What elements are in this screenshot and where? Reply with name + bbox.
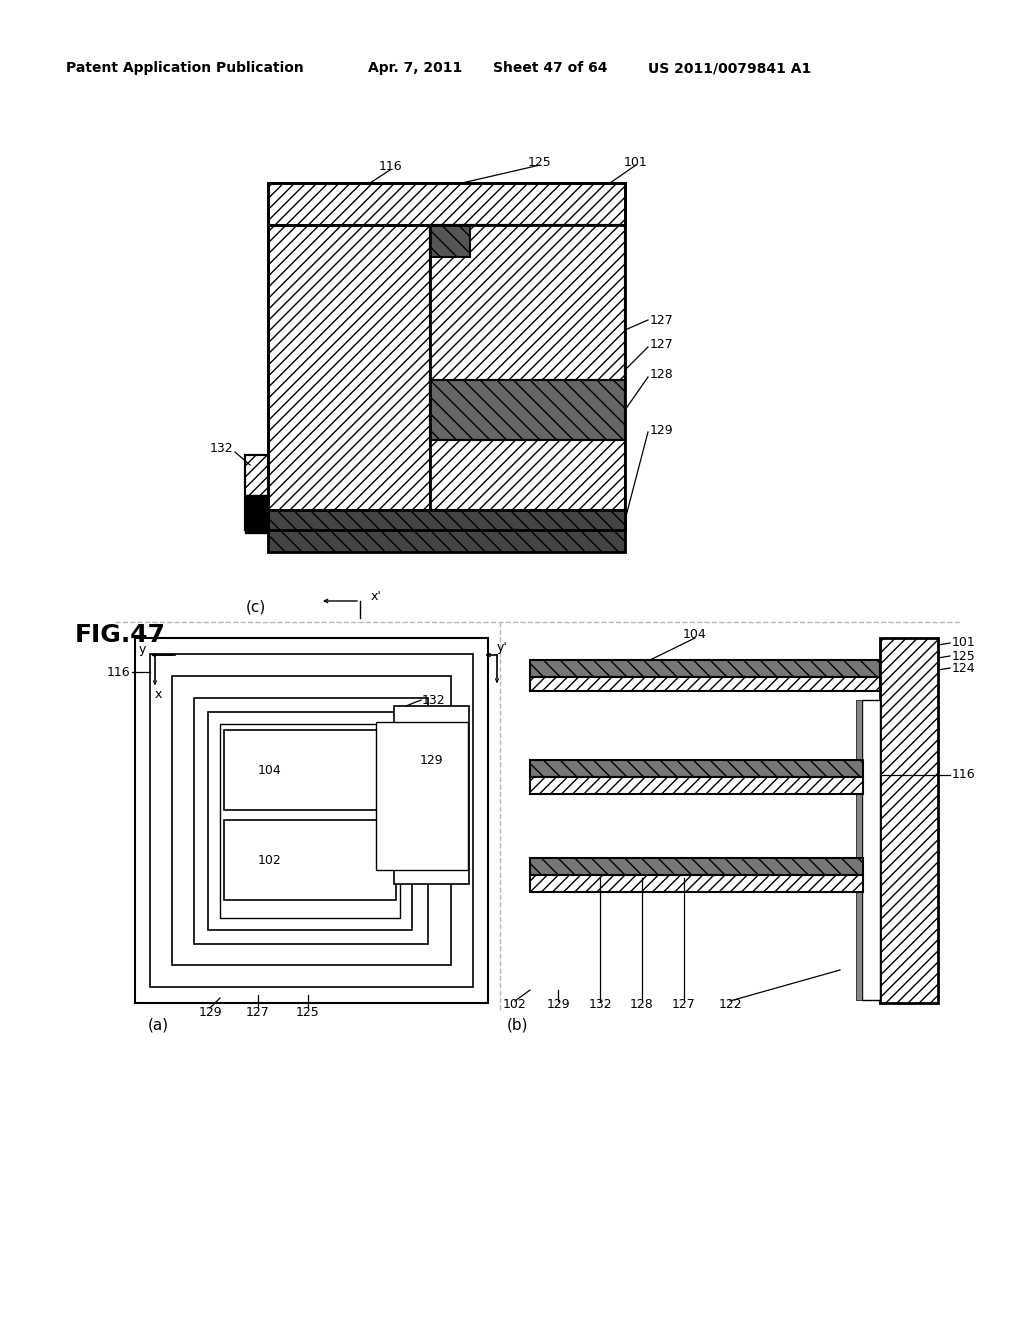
Text: 128: 128	[630, 998, 654, 1011]
Text: 132: 132	[209, 441, 233, 454]
Bar	[530, 777, 863, 795]
Text: 127: 127	[650, 314, 674, 326]
Text: 101: 101	[624, 156, 648, 169]
Bar	[856, 700, 862, 1001]
Text: x': x'	[371, 590, 381, 603]
Text: 104: 104	[683, 628, 707, 642]
Text: 129: 129	[546, 998, 569, 1011]
Bar	[430, 224, 625, 510]
Text: 128: 128	[650, 368, 674, 381]
Bar	[530, 677, 880, 690]
Bar	[862, 700, 880, 1001]
Text: x: x	[155, 689, 162, 701]
Text: 102: 102	[503, 998, 527, 1011]
Bar	[268, 224, 430, 510]
Bar	[880, 638, 938, 1003]
Bar	[430, 380, 625, 440]
Text: Apr. 7, 2011: Apr. 7, 2011	[368, 61, 462, 75]
Text: Sheet 47 of 64: Sheet 47 of 64	[493, 61, 607, 75]
Bar	[530, 760, 863, 777]
Bar	[430, 224, 470, 257]
Bar	[135, 638, 488, 1003]
Text: 101: 101	[952, 636, 976, 649]
Text: 124: 124	[952, 661, 976, 675]
Bar	[394, 706, 469, 884]
Bar	[245, 495, 268, 533]
Text: 127: 127	[672, 998, 696, 1011]
Text: y': y'	[497, 642, 508, 655]
Bar	[376, 722, 468, 870]
Bar	[224, 820, 396, 900]
Text: y: y	[138, 644, 145, 656]
Bar	[220, 723, 400, 917]
Text: 129: 129	[199, 1006, 222, 1019]
Text: 122: 122	[718, 998, 741, 1011]
Bar	[172, 676, 451, 965]
Text: 116: 116	[952, 768, 976, 781]
Text: 116: 116	[378, 161, 401, 173]
Bar	[430, 224, 625, 440]
Bar	[224, 730, 396, 810]
Text: Patent Application Publication: Patent Application Publication	[67, 61, 304, 75]
Bar	[530, 858, 863, 875]
Text: 102: 102	[258, 854, 282, 866]
Text: 127: 127	[650, 338, 674, 351]
Text: 132: 132	[588, 998, 611, 1011]
Text: 125: 125	[528, 156, 552, 169]
Text: 104: 104	[258, 763, 282, 776]
Bar	[268, 183, 625, 224]
Text: 116: 116	[106, 665, 130, 678]
Text: (b): (b)	[507, 1018, 528, 1032]
Text: US 2011/0079841 A1: US 2011/0079841 A1	[648, 61, 812, 75]
Text: 129: 129	[650, 424, 674, 437]
Text: (c): (c)	[246, 599, 266, 615]
Text: FIG.47: FIG.47	[75, 623, 166, 647]
Bar	[208, 711, 412, 931]
Text: 129: 129	[420, 754, 443, 767]
Text: 132: 132	[422, 693, 445, 706]
Bar	[150, 653, 473, 987]
Text: 127: 127	[246, 1006, 270, 1019]
Bar	[268, 510, 625, 552]
Text: 125: 125	[952, 649, 976, 663]
Text: (a): (a)	[147, 1018, 169, 1032]
Bar	[194, 698, 428, 944]
Bar	[268, 224, 430, 531]
Bar	[530, 875, 863, 892]
Bar	[530, 660, 880, 677]
Bar	[430, 183, 625, 224]
Text: 125: 125	[296, 1006, 319, 1019]
Bar	[245, 455, 268, 531]
